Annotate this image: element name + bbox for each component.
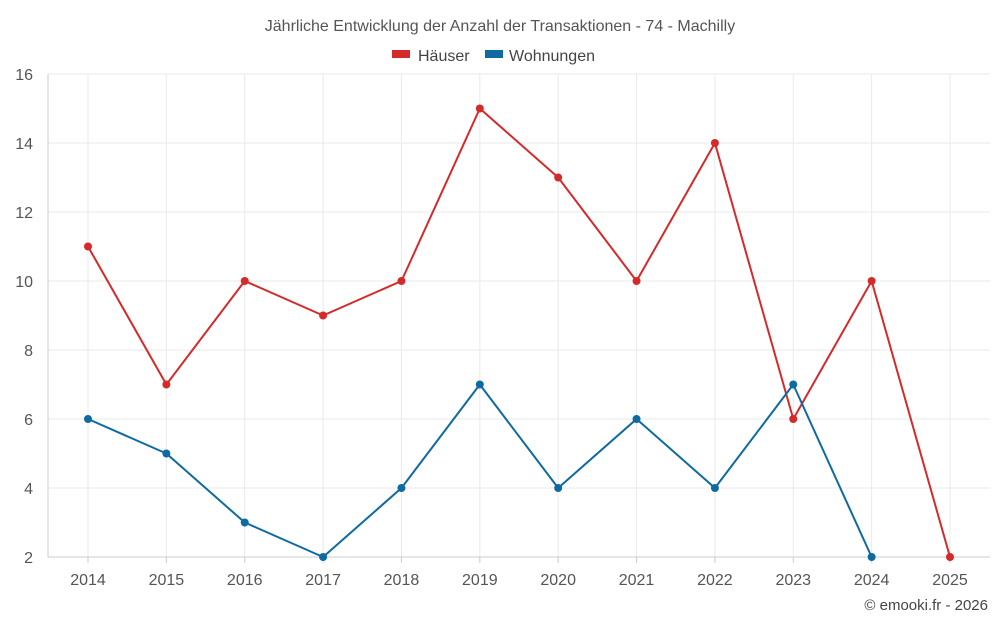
data-point-haeuser[interactable] [710,139,719,147]
y-axis: 2 4 6 8 10 12 14 16 [15,67,33,567]
y-tick-label: 12 [15,205,33,222]
y-tick-label: 4 [24,481,33,498]
x-tick-label: 2016 [227,572,263,589]
data-point-wohnungen[interactable] [632,415,641,423]
x-tick-label: 2021 [619,572,655,589]
x-tick-label: 2023 [775,572,811,589]
y-tick-label: 14 [15,136,33,153]
y-tick-label: 10 [15,274,33,291]
y-tick-label: 6 [24,412,33,429]
data-point-haeuser[interactable] [240,277,249,285]
data-point-wohnungen[interactable] [319,553,328,561]
data-point-haeuser[interactable] [319,311,328,320]
legend: Häuser Wohnungen [392,48,595,65]
data-point-wohnungen[interactable] [240,518,249,527]
data-point-wohnungen[interactable] [710,484,719,492]
data-point-haeuser[interactable] [789,415,798,423]
data-point-haeuser[interactable] [554,173,563,182]
series-points [84,104,954,561]
x-tick-label: 2014 [70,572,106,589]
data-point-haeuser[interactable] [84,242,92,251]
y-tick-label: 16 [15,67,33,84]
legend-swatch-haeuser [392,50,410,58]
data-point-wohnungen[interactable] [397,484,406,492]
x-tick-label: 2015 [149,572,185,589]
data-point-wohnungen[interactable] [162,449,171,458]
y-tick-label: 2 [24,550,33,567]
data-point-haeuser[interactable] [162,380,171,389]
x-tick-label: 2017 [305,572,341,589]
data-point-wohnungen[interactable] [554,484,563,492]
data-point-haeuser[interactable] [475,104,484,113]
data-point-wohnungen[interactable] [84,415,92,423]
y-tick-label: 8 [24,343,33,360]
x-tick-label: 2019 [462,572,498,589]
legend-label-wohnungen[interactable]: Wohnungen [509,48,595,65]
chart-title: Jährliche Entwicklung der Anzahl der Tra… [265,18,735,35]
grid [47,73,990,558]
data-point-wohnungen[interactable] [867,553,876,561]
data-point-haeuser[interactable] [946,553,954,561]
series-lines [87,107,951,558]
data-point-haeuser[interactable] [397,277,406,285]
series-line-haeuser [87,107,951,558]
legend-swatch-wohnungen [485,50,503,58]
data-point-haeuser[interactable] [632,277,641,285]
data-point-haeuser[interactable] [867,277,876,285]
credit-text: © emooki.fr - 2026 [864,597,988,614]
x-tick-label: 2024 [854,572,890,589]
x-tick-label: 2020 [540,572,576,589]
x-tick-label: 2025 [932,572,968,589]
data-point-wohnungen[interactable] [789,380,798,389]
x-tick-label: 2022 [697,572,733,589]
x-axis: 2014 2015 2016 2017 2018 2019 2020 2021 2022 2023… [70,557,968,589]
legend-label-haeuser[interactable]: Häuser [418,48,470,65]
data-point-wohnungen[interactable] [475,380,484,389]
x-tick-label: 2018 [384,572,420,589]
